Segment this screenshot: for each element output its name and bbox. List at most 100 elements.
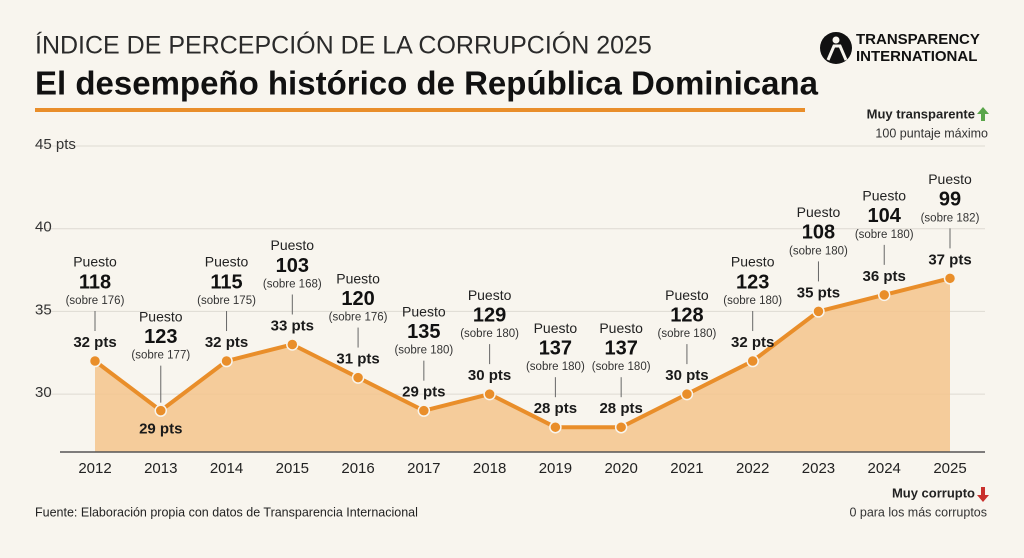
rank: 135 — [407, 321, 440, 343]
rank: 137 — [539, 337, 572, 359]
value-label: 28 pts — [534, 400, 577, 417]
rank-total: (sobre 168) — [263, 279, 322, 291]
marker — [220, 354, 233, 368]
value-label: 28 pts — [599, 400, 642, 417]
rank: 123 — [144, 326, 177, 348]
rank: 123 — [736, 271, 769, 293]
y-tick-label: 40 — [35, 219, 52, 236]
x-tick-label: 2021 — [670, 460, 703, 477]
logo-text: INTERNATIONAL — [856, 48, 977, 65]
rank-total: (sobre 180) — [526, 361, 585, 373]
x-tick-label: 2016 — [341, 460, 374, 477]
marker — [746, 354, 759, 368]
rank-prefix: Puesto — [139, 308, 183, 324]
marker — [88, 354, 102, 368]
x-tick-label: 2023 — [802, 460, 835, 477]
value-label: 31 pts — [336, 351, 379, 368]
top-note: 100 puntaje máximo — [875, 126, 988, 140]
rank-total: (sobre 175) — [197, 295, 256, 307]
value-label: 36 pts — [863, 268, 906, 285]
marker — [286, 338, 299, 351]
x-tick-label: 2025 — [933, 460, 966, 477]
rank-prefix: Puesto — [271, 237, 315, 253]
rank-total: (sobre 180) — [460, 328, 519, 340]
x-tick-label: 2014 — [210, 460, 243, 477]
rank-prefix: Puesto — [928, 171, 972, 187]
rank-total: (sobre 182) — [921, 212, 980, 224]
rank-prefix: Puesto — [468, 287, 512, 303]
source: Fuente: Elaboración propia con datos de … — [35, 505, 418, 519]
rank-prefix: Puesto — [205, 254, 249, 270]
rank: 118 — [79, 271, 111, 293]
rank-prefix: Puesto — [731, 254, 775, 270]
down-arrow — [977, 487, 989, 502]
bottom-note: 0 para los más corruptos — [849, 505, 987, 519]
rank-prefix: Puesto — [862, 188, 906, 204]
rank-total: (sobre 180) — [723, 295, 782, 307]
marker — [614, 420, 628, 434]
line — [93, 276, 951, 430]
top-note-title: Muy transparente — [867, 106, 975, 121]
rank-prefix: Puesto — [402, 303, 446, 319]
value-label: 32 pts — [731, 334, 774, 351]
area — [95, 278, 950, 452]
rank-prefix: Puesto — [599, 320, 643, 336]
x-tick-label: 2013 — [144, 460, 177, 477]
x-tick-label: 2022 — [736, 460, 769, 477]
value-label: 29 pts — [402, 384, 445, 401]
rank-prefix: Puesto — [336, 270, 380, 286]
rank-total: (sobre 180) — [789, 245, 848, 257]
rank: 99 — [939, 189, 961, 211]
logo — [820, 32, 852, 64]
x-tick-label: 2020 — [604, 460, 637, 477]
rank: 103 — [276, 255, 309, 277]
x-tick-label: 2018 — [473, 460, 506, 477]
rank: 104 — [868, 205, 902, 227]
rank-total: (sobre 180) — [394, 345, 453, 357]
value-label: 29 pts — [139, 421, 182, 438]
marker — [549, 420, 562, 434]
rank-prefix: Puesto — [797, 204, 841, 220]
up-arrow — [977, 107, 989, 121]
rank-total: (sobre 180) — [658, 328, 717, 340]
marker — [680, 387, 694, 401]
marker — [812, 305, 825, 318]
value-label: 30 pts — [665, 367, 708, 384]
bottom-note-title: Muy corrupto — [892, 485, 975, 500]
value-label: 37 pts — [928, 251, 971, 268]
supertitle: ÍNDICE DE PERCEPCIÓN DE LA CORRUPCIÓN 20… — [35, 31, 652, 60]
rank-total: (sobre 180) — [855, 229, 914, 241]
rank: 115 — [210, 271, 242, 293]
title: El desempeño histórico de República Domi… — [35, 65, 819, 102]
marker — [154, 404, 168, 417]
rank: 129 — [473, 304, 506, 326]
rank-prefix: Puesto — [665, 287, 709, 303]
value-label: 33 pts — [271, 317, 314, 334]
rank-prefix: Puesto — [73, 254, 117, 270]
marker — [943, 272, 957, 285]
x-tick-label: 2012 — [78, 460, 111, 477]
value-label: 32 pts — [205, 334, 248, 351]
rank-total: (sobre 177) — [131, 350, 190, 362]
marker — [483, 387, 496, 401]
rank: 137 — [604, 337, 637, 359]
y-tick-label: 45 pts — [35, 136, 76, 153]
logo-text: TRANSPARENCY — [856, 31, 980, 48]
rank: 128 — [670, 304, 703, 326]
rank-total: (sobre 176) — [329, 312, 388, 324]
rank: 108 — [802, 222, 835, 244]
x-tick-label: 2019 — [539, 460, 572, 477]
title-underline — [35, 108, 805, 112]
value-label: 30 pts — [468, 367, 511, 384]
rank-prefix: Puesto — [534, 320, 578, 336]
x-tick-label: 2024 — [868, 460, 901, 477]
value-label: 32 pts — [73, 334, 116, 351]
rank: 120 — [341, 288, 374, 310]
marker — [351, 371, 365, 384]
marker — [877, 288, 891, 302]
x-tick-label: 2017 — [407, 460, 440, 477]
value-label: 35 pts — [797, 284, 840, 301]
